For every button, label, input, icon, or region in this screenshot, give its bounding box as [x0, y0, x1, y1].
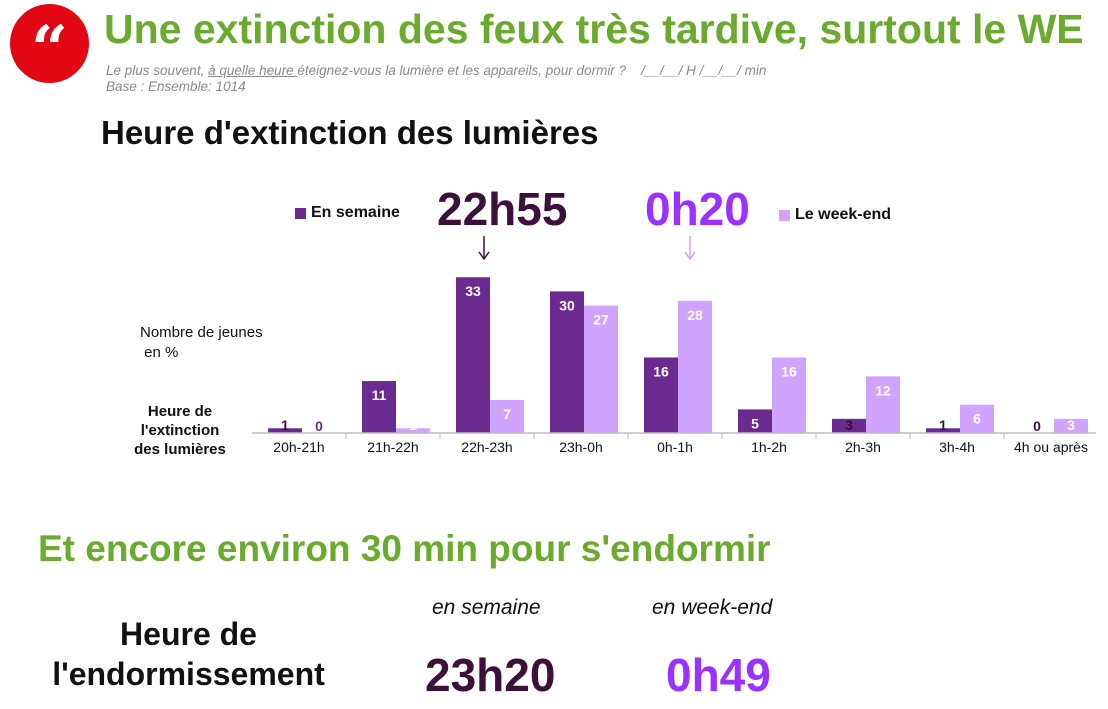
bar-weekend-23h-0h	[584, 305, 618, 433]
bar-semaine-2h-3h	[832, 418, 866, 433]
y-axis-label: Nombre de jeunes en %	[140, 323, 263, 363]
bar-weekend-21h-22h	[396, 428, 430, 433]
data-label-weekend-20h-21h: 0	[315, 418, 323, 434]
bar-weekend-22h-23h	[490, 399, 524, 433]
bar-semaine-3h-4h	[926, 428, 960, 433]
category-label-21h-22h: 21h-22h	[367, 439, 418, 455]
bar-weekend-2h-3h	[866, 376, 900, 433]
data-label-semaine-2h-3h: 3	[845, 417, 853, 433]
data-label-weekend-0h-1h: 28	[687, 307, 703, 323]
data-label-weekend-3h-4h: 6	[973, 411, 981, 427]
sleep-label: Heure de l'endormissement	[36, 614, 341, 694]
category-label-22h-23h: 22h-23h	[461, 439, 512, 455]
legend-label-semaine: En semaine	[311, 204, 400, 221]
sleep-label-line2: l'endormissement	[52, 656, 325, 692]
bar-semaine-23h-0h	[550, 291, 584, 433]
col-head-weekend: en week-end	[652, 596, 773, 619]
arrow-down-icon-weekend	[684, 236, 696, 261]
sleep-time-weekend: 0h49	[666, 649, 771, 701]
arrow-down-icon-semaine	[478, 236, 490, 261]
question-part-2: éteignez-vous la lumière et les appareil…	[297, 63, 767, 78]
data-label-semaine-0h-1h: 16	[653, 363, 669, 379]
category-label-0h-1h: 0h-1h	[657, 439, 693, 455]
bar-semaine-20h-21h	[268, 428, 302, 433]
data-label-semaine-3h-4h: 1	[939, 417, 947, 433]
y-axis-label-line1: Nombre de jeunes	[140, 324, 263, 341]
data-label-weekend-4h-ou-apr-s: 3	[1067, 417, 1075, 433]
y-axis-label-line2: en %	[140, 344, 179, 361]
sleep-title: Et encore environ 30 min pour s'endormir	[38, 528, 771, 569]
x-axis-label-line3: des lumières	[134, 441, 226, 458]
category-label-4h-ou-apr-s: 4h ou après	[1014, 439, 1088, 455]
x-axis-label: Heure de l'extinction des lumières	[120, 402, 240, 459]
category-label-3h-4h: 3h-4h	[939, 439, 975, 455]
bar-weekend-3h-4h	[960, 404, 994, 433]
data-label-weekend-1h-2h: 16	[781, 363, 797, 379]
category-label-23h-0h: 23h-0h	[559, 439, 603, 455]
data-label-weekend-22h-23h: 7	[503, 406, 511, 422]
bar-weekend-4h-ou-apr-s	[1054, 418, 1088, 433]
data-label-semaine-1h-2h: 5	[751, 415, 759, 431]
category-label-20h-21h: 20h-21h	[273, 439, 324, 455]
base-text: Base : Ensemble: 1014	[106, 79, 246, 94]
median-semaine: 22h55	[437, 183, 568, 235]
quote-mark-icon: “	[10, 4, 89, 83]
sleep-time-semaine: 23h20	[425, 649, 556, 701]
page-title: Une extinction des feux très tardive, su…	[104, 6, 1084, 52]
category-label-1h-2h: 1h-2h	[751, 439, 787, 455]
bar-semaine-21h-22h	[362, 381, 396, 433]
quote-glyph: “	[31, 12, 68, 87]
data-label-semaine-21h-22h: 11	[372, 387, 387, 403]
data-label-semaine-4h-ou-apr-s: 0	[1033, 418, 1041, 434]
chart-title: Heure d'extinction des lumières	[101, 114, 599, 151]
bar-semaine-0h-1h	[644, 357, 678, 433]
question-underlined: à quelle heure	[208, 63, 298, 78]
bar-semaine-1h-2h	[738, 409, 772, 433]
bar-weekend-1h-2h	[772, 357, 806, 433]
bar-semaine-22h-23h	[456, 277, 490, 433]
legend-label-weekend: Le week-end	[795, 206, 892, 223]
data-label-semaine-23h-0h: 30	[559, 297, 575, 313]
data-label-semaine-22h-23h: 33	[465, 283, 481, 299]
data-label-weekend-23h-0h: 27	[593, 312, 609, 328]
x-axis-label-line1: Heure de	[147, 403, 213, 420]
question-part-1: Le plus souvent,	[106, 63, 209, 78]
x-axis-label-line2: l'extinction	[140, 422, 220, 439]
col-head-semaine: en semaine	[432, 596, 541, 619]
legend-swatch-semaine	[295, 208, 306, 219]
legend-swatch-weekend	[779, 210, 790, 221]
data-label-semaine-20h-21h: 1	[281, 417, 289, 433]
question-text: Le plus souvent, à quelle heure éteignez…	[106, 63, 766, 78]
sleep-label-line1: Heure de	[120, 616, 257, 652]
data-label-weekend-2h-3h: 12	[875, 382, 891, 398]
data-label-weekend-21h-22h: 1	[409, 417, 417, 433]
bar-weekend-0h-1h	[678, 300, 712, 433]
category-label-2h-3h: 2h-3h	[845, 439, 881, 455]
median-weekend: 0h20	[645, 183, 750, 235]
